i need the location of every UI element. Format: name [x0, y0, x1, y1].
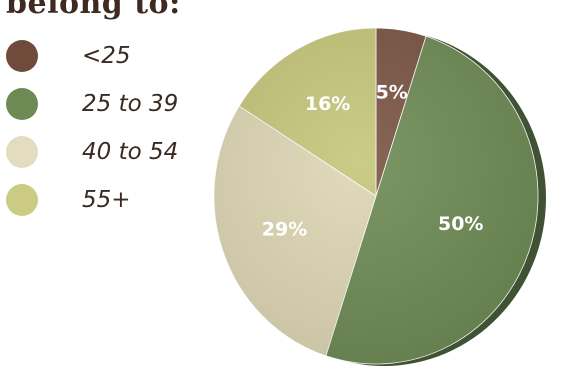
legend-label-55plus: 55+: [82, 187, 131, 213]
legend-swatch-25to39: [6, 88, 38, 120]
pie-slices: [213, 27, 546, 366]
legend-label-40to54: 40 to 54: [82, 139, 179, 165]
legend-swatch-lt25: [6, 40, 38, 72]
pie-shading: [214, 28, 538, 364]
legend-item-lt25: <25: [0, 40, 200, 80]
legend-label-25to39: 25 to 39: [82, 91, 179, 117]
pie-value-labels: 5% 50% 29% 16%: [262, 82, 484, 241]
chart-title: belong to:: [6, 0, 181, 21]
legend-item-25to39: 25 to 39: [0, 88, 200, 128]
legend-item-55plus: 55+: [0, 184, 200, 224]
legend-label-lt25: <25: [82, 43, 131, 69]
legend-swatch-40to54: [6, 136, 38, 168]
slice-label-25to39: 50%: [438, 213, 483, 235]
legend-item-40to54: 40 to 54: [0, 136, 200, 176]
slice-label-55plus: 16%: [305, 93, 350, 115]
slice-label-40to54: 29%: [262, 219, 307, 241]
legend-swatch-55plus: [6, 184, 38, 216]
slice-label-lt25: 5%: [376, 82, 408, 104]
